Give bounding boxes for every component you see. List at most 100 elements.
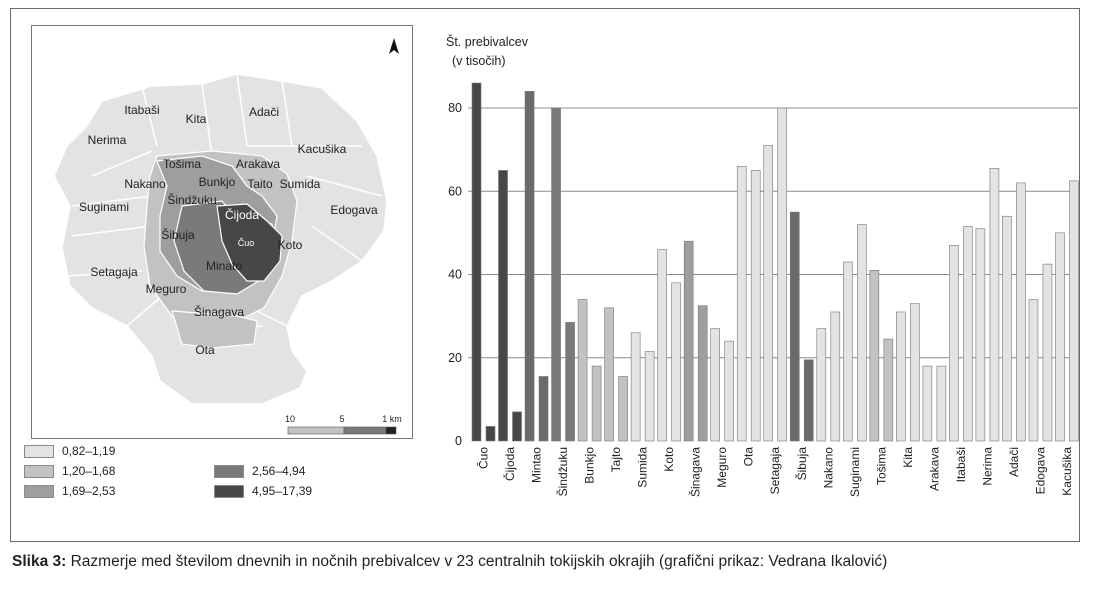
x-tick-label: Ota — [742, 447, 756, 467]
district-label: Minato — [206, 259, 242, 273]
scale-label: 10 — [285, 414, 295, 424]
legend-swatch — [214, 464, 244, 478]
caption-label: Slika 3: — [12, 553, 67, 570]
bar-day — [1055, 232, 1065, 442]
bar-night — [512, 411, 522, 442]
bar-night — [989, 168, 1000, 442]
map-core — [216, 203, 283, 282]
legend-item: 0,82–1,19 — [24, 444, 115, 458]
bar-night — [697, 305, 708, 442]
district-label: Setagaja — [90, 265, 138, 279]
district-label: Kacušika — [298, 142, 347, 156]
x-tick-label: Šibuja — [794, 447, 809, 481]
bar-night — [936, 365, 947, 442]
bar-night — [963, 226, 973, 442]
bar-night — [910, 303, 920, 442]
x-tick-label: Tošima — [874, 447, 888, 485]
bar-night — [618, 376, 628, 442]
scale-label: 5 — [339, 414, 344, 424]
district-labels: Itabaši Kita Adači Nerima Kacušika Tošim… — [79, 103, 378, 357]
district-label: Arakava — [236, 157, 280, 171]
district-label: Nerima — [88, 133, 127, 147]
bar-night — [485, 426, 496, 442]
bar-day — [630, 332, 641, 442]
district-label: Suginami — [79, 200, 129, 214]
district-label: Kita — [186, 112, 207, 126]
district-map: Itabaši Kita Adači Nerima Kacušika Tošim… — [31, 25, 413, 439]
legend-label: 2,56–4,94 — [252, 464, 306, 478]
district-label: Čuo — [238, 238, 255, 248]
district-label: Taito — [247, 177, 273, 191]
bar-night — [1016, 182, 1026, 442]
bar-day — [683, 240, 694, 442]
bar-day — [816, 328, 827, 442]
x-tick-label: Tajto — [609, 447, 623, 473]
x-tick-label: Mintao — [530, 447, 544, 483]
scale-bar: 10 5 1 km — [285, 414, 402, 435]
legend-swatch — [24, 464, 54, 478]
legend-label: 4,95–17,39 — [252, 484, 313, 498]
x-tick-label: Koto — [662, 447, 676, 472]
bar-night — [644, 351, 655, 442]
x-tick-label: Edogava — [1033, 447, 1047, 495]
district-label: Itabaši — [124, 103, 159, 117]
bar-night — [883, 338, 894, 442]
bar-day — [922, 365, 933, 442]
x-tick-label: Šinagava — [688, 447, 703, 497]
figure-frame: Itabaši Kita Adači Nerima Kacušika Tošim… — [10, 8, 1080, 542]
y-tick-label: 0 — [455, 434, 462, 448]
bar-day — [869, 270, 880, 442]
x-tick-label: Suginami — [848, 447, 862, 497]
district-label: Šinagava — [194, 304, 244, 319]
bar-day — [498, 170, 508, 442]
bar-night — [830, 311, 841, 442]
x-tick-label: Arakava — [927, 447, 941, 491]
y-tick-label: 80 — [448, 101, 462, 115]
legend-item: 1,69–2,53 — [24, 484, 115, 498]
bar-day — [577, 299, 588, 442]
x-tick-label: Bunkjo — [583, 447, 597, 484]
legend-swatch — [24, 444, 54, 458]
legend-label: 0,82–1,19 — [62, 444, 116, 458]
x-tick-label: Šindžuku — [555, 447, 570, 496]
bars-layer — [471, 82, 1079, 442]
bar-day — [471, 82, 482, 442]
district-label: Šibuja — [161, 227, 195, 242]
x-tick-label: Nerima — [980, 447, 994, 486]
bar-night — [591, 365, 602, 442]
bar-day — [896, 311, 906, 442]
y-tick-label: 20 — [448, 351, 462, 365]
x-tick-label: Sumida — [636, 447, 650, 488]
x-tick-label: Kita — [901, 447, 915, 468]
scale-label: 1 km — [382, 414, 402, 424]
bar-day — [736, 165, 747, 442]
bar-day — [657, 249, 667, 442]
north-arrow-icon — [389, 38, 399, 54]
district-label: Tošima — [163, 157, 201, 171]
legend-label: 1,69–2,53 — [62, 484, 116, 498]
x-tick-label: Itabaši — [954, 447, 968, 482]
bar-day — [1002, 215, 1012, 442]
district-label: Nakano — [124, 177, 166, 191]
district-label: Bunkjo — [199, 175, 236, 189]
bar-night — [565, 322, 575, 442]
legend-swatch — [24, 484, 54, 498]
bar-day — [710, 328, 720, 442]
bar-day — [551, 107, 561, 442]
bar-day — [604, 307, 614, 442]
district-borders — [66, 73, 383, 327]
bar-day — [843, 261, 853, 442]
district-label: Ota — [195, 343, 215, 357]
map-svg: Itabaši Kita Adači Nerima Kacušika Tošim… — [53, 38, 402, 435]
x-tick-label: Nakano — [821, 447, 835, 489]
y-axis-title: Št. prebivalcev — [446, 34, 529, 49]
district-label: Adači — [249, 105, 279, 119]
district-label: Edogava — [330, 203, 378, 217]
legend-swatch — [214, 484, 244, 498]
bar-day — [1028, 299, 1039, 442]
district-label: Čijoda — [225, 207, 259, 222]
bar-day — [949, 245, 959, 442]
district-label: Meguro — [146, 282, 187, 296]
bar-night — [777, 107, 788, 442]
bar-day — [975, 228, 986, 442]
